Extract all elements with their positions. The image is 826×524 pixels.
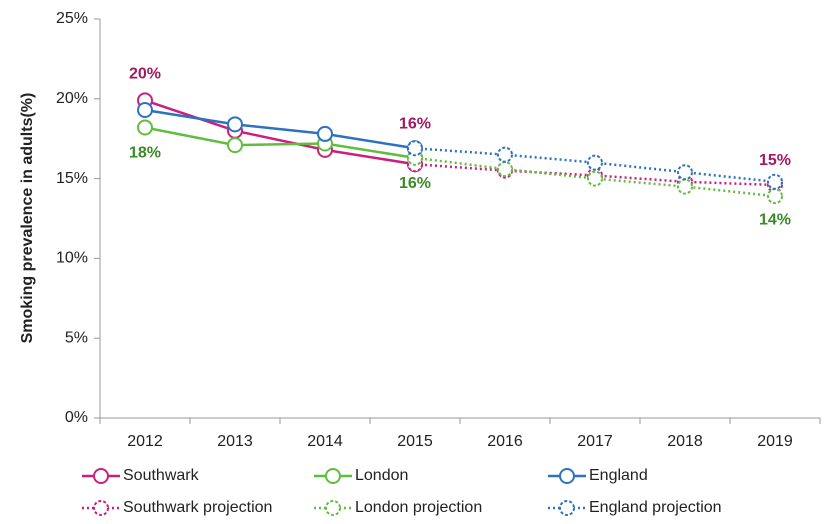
marker <box>137 119 153 136</box>
marker <box>497 146 513 163</box>
legend-label: London <box>355 467 408 484</box>
marker <box>227 116 243 133</box>
x-tick-label: 2012 <box>127 433 163 450</box>
y-tick-label: 10% <box>56 250 88 267</box>
y-tick-label: 5% <box>65 329 88 346</box>
legend-label: England projection <box>589 499 722 516</box>
marker <box>227 137 243 154</box>
x-tick-label: 2015 <box>397 433 433 450</box>
y-tick-label: 25% <box>56 10 88 27</box>
marker <box>677 164 693 181</box>
y-axis-label: Smoking prevalence in adults(%) <box>19 93 36 344</box>
x-tick-label: 2014 <box>307 433 343 450</box>
y-tick-label: 0% <box>65 409 88 426</box>
marker <box>317 125 333 142</box>
marker <box>407 140 423 157</box>
legend-marker <box>559 468 575 484</box>
legend-label: Southwark <box>123 467 200 484</box>
y-tick-label: 15% <box>56 170 88 187</box>
legend-marker <box>93 468 109 484</box>
legend-marker <box>559 500 575 516</box>
legend-label: England <box>589 467 648 484</box>
series-line <box>144 126 416 160</box>
marker <box>587 154 603 171</box>
data-label: 16% <box>399 175 431 192</box>
legend-label: Southwark projection <box>123 499 272 516</box>
series-line <box>144 99 416 166</box>
marker <box>767 173 783 190</box>
data-label: 18% <box>129 145 161 162</box>
legend-marker <box>93 500 109 516</box>
x-tick-label: 2016 <box>487 433 523 450</box>
x-tick-label: 2018 <box>667 433 703 450</box>
marker <box>767 188 783 205</box>
data-label: 15% <box>759 152 791 169</box>
marker <box>137 101 153 118</box>
marker <box>587 170 603 187</box>
data-label: 20% <box>129 66 161 83</box>
data-label: 16% <box>399 115 431 132</box>
legend-marker <box>325 468 341 484</box>
marker <box>497 161 513 178</box>
marker <box>677 178 693 195</box>
data-label: 14% <box>759 211 791 228</box>
legend-marker <box>325 500 341 516</box>
series-line <box>144 108 416 150</box>
x-tick-label: 2019 <box>757 433 793 450</box>
x-tick-label: 2017 <box>577 433 613 450</box>
y-tick-label: 20% <box>56 90 88 107</box>
x-tick-label: 2013 <box>217 433 253 450</box>
legend-label: London projection <box>355 499 482 516</box>
